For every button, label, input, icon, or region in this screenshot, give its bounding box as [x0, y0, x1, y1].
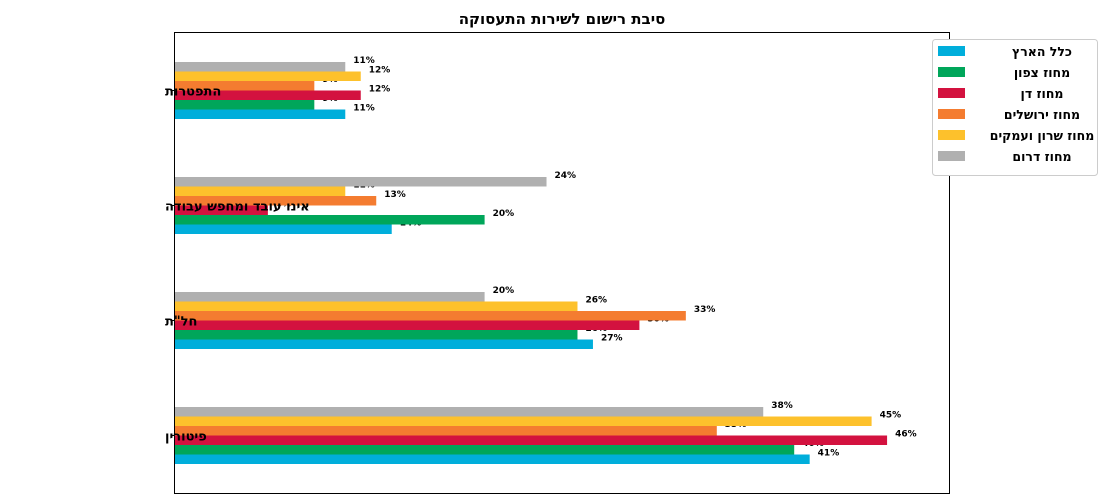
- legend-swatch: [938, 130, 965, 140]
- data-label: 46%: [895, 430, 917, 440]
- category-label: התפטרות: [165, 85, 221, 100]
- legend-label: כלל הארץ: [1012, 44, 1072, 59]
- bar: [175, 292, 485, 302]
- bar: [175, 301, 578, 311]
- plot-area: [174, 32, 950, 494]
- bar: [175, 71, 361, 81]
- legend-label: מחוז דרום: [1012, 149, 1071, 164]
- legend-swatch: [938, 67, 965, 77]
- data-label: 11%: [353, 56, 375, 66]
- legend-label: מחוז צפון: [1014, 65, 1070, 80]
- data-label: 11%: [353, 104, 375, 114]
- bar: [175, 177, 547, 187]
- bar: [175, 90, 361, 100]
- bar: [175, 196, 377, 206]
- legend-label: מחוז שרון ועמקים: [990, 128, 1094, 143]
- category-label: פיטורין: [165, 430, 207, 445]
- data-label: 27%: [601, 334, 623, 344]
- chart-title: סיבת רישום לשירות התעסוקה: [459, 10, 666, 28]
- bar: [175, 445, 795, 455]
- bar: [175, 320, 640, 330]
- bar: [175, 205, 268, 215]
- data-label: 24%: [555, 171, 577, 181]
- data-label: 41%: [818, 449, 840, 459]
- bar: [175, 454, 810, 464]
- legend-swatch: [938, 109, 965, 119]
- bar: [175, 100, 315, 110]
- data-label: 26%: [585, 296, 607, 306]
- legend-swatch: [938, 151, 965, 161]
- data-label: 33%: [694, 305, 716, 315]
- bar: [175, 224, 392, 234]
- bars-layer: 41%40%46%35%45%38%27%26%30%33%26%20%14%2…: [175, 56, 917, 464]
- category-labels: פיטורין חל"ת אינו עובד ומחפש עבודה התפטרות: [165, 85, 310, 445]
- bar: [175, 109, 346, 119]
- data-label: 12%: [369, 66, 391, 76]
- data-label: 12%: [369, 85, 391, 95]
- legend-swatch: [938, 46, 965, 56]
- bar: [175, 407, 764, 417]
- legend-label: מחוז דן: [1021, 86, 1064, 101]
- bar: [175, 435, 888, 445]
- legend-swatch: [938, 88, 965, 98]
- data-label: 20%: [493, 286, 515, 296]
- bar: [175, 186, 346, 196]
- legend-box: [932, 39, 1098, 176]
- legend: כלל הארץ מחוז צפון מחוז דן מחוז ירושלים מחוז…: [932, 39, 1098, 176]
- bar: [175, 416, 872, 426]
- bar: [175, 339, 593, 349]
- bar: [175, 426, 717, 436]
- category-label: אינו עובד ומחפש עבודה: [165, 200, 310, 215]
- bar: [175, 62, 346, 72]
- data-label: 45%: [880, 411, 902, 421]
- legend-label: מחוז ירושלים: [1004, 107, 1080, 122]
- bar: [175, 311, 686, 321]
- bar: [175, 215, 485, 225]
- bar: [175, 81, 315, 91]
- bar: [175, 330, 578, 340]
- data-label: 13%: [384, 190, 406, 200]
- data-label: 20%: [493, 209, 515, 219]
- category-label: חל"ת: [165, 315, 197, 330]
- data-label: 38%: [771, 401, 793, 411]
